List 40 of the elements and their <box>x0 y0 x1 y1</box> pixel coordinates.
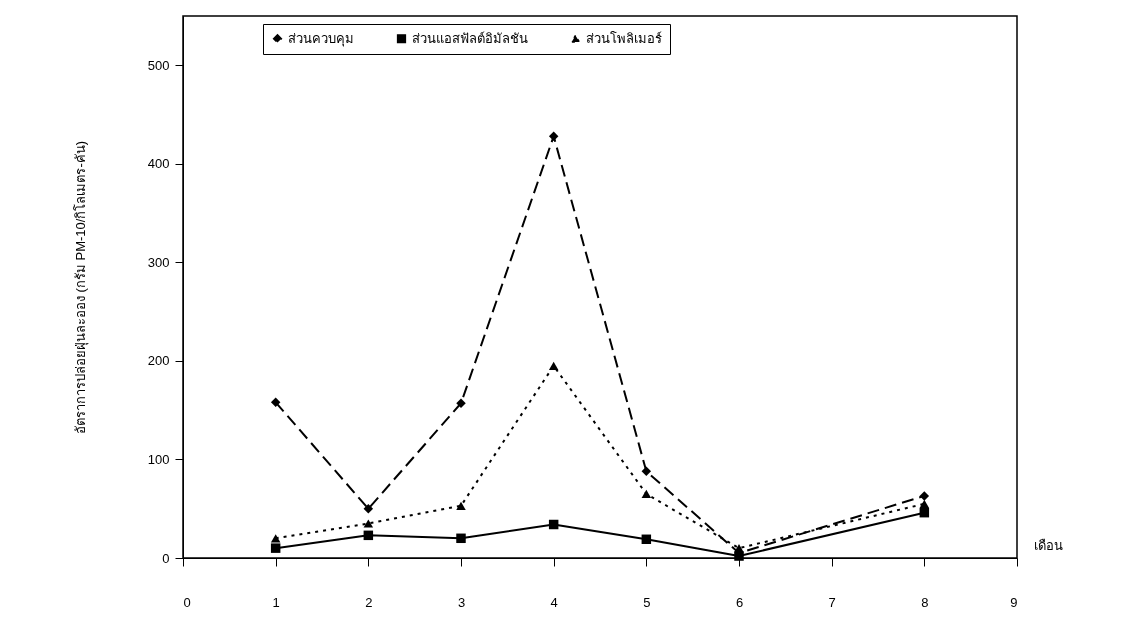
x-axis-title: เดือน <box>1033 537 1063 553</box>
point <box>363 519 374 528</box>
y-axis-title: อัตราการปล่อยฝุ่นละออง (กรัม PM-10/กิโลเมตร-คัน) <box>72 140 89 435</box>
y-tick-label: 100 <box>147 451 170 467</box>
point <box>548 361 559 370</box>
x-tick-label: 1 <box>272 594 280 610</box>
point <box>548 131 559 141</box>
point <box>641 489 652 499</box>
x-tick-label: 2 <box>365 594 373 610</box>
x-tick-label: 5 <box>643 594 651 610</box>
x-tick-label: 9 <box>1010 594 1018 610</box>
point <box>363 530 374 541</box>
point <box>270 534 281 543</box>
x-tick-label: 0 <box>183 594 191 610</box>
y-tick-label: 500 <box>147 57 170 73</box>
legend-label: ส่วนแอสฟัลต์อิมัลชัน <box>412 30 528 46</box>
x-tick-label: 7 <box>828 594 836 610</box>
legend-label: ส่วนโพลิเมอร์ <box>586 30 662 46</box>
point <box>919 507 930 518</box>
point <box>270 397 281 408</box>
point <box>734 544 744 553</box>
point <box>919 491 930 501</box>
legend-label: ส่วนควบคุม <box>288 30 354 47</box>
point <box>641 534 652 545</box>
x-tick-label: 3 <box>457 594 466 610</box>
x-tick-label: 4 <box>550 594 558 610</box>
y-tick-label: 200 <box>147 353 170 369</box>
point <box>456 501 466 510</box>
x-tick-label: 6 <box>735 594 744 610</box>
point <box>270 543 281 553</box>
point <box>548 519 559 530</box>
point <box>641 466 652 477</box>
point <box>456 533 466 544</box>
point <box>456 398 466 409</box>
y-tick-label: 300 <box>147 254 170 270</box>
y-tick-label: 400 <box>147 156 170 172</box>
y-tick-label: 0 <box>162 550 170 566</box>
x-tick-label: 8 <box>921 594 929 610</box>
point <box>919 499 930 508</box>
point <box>363 503 374 514</box>
